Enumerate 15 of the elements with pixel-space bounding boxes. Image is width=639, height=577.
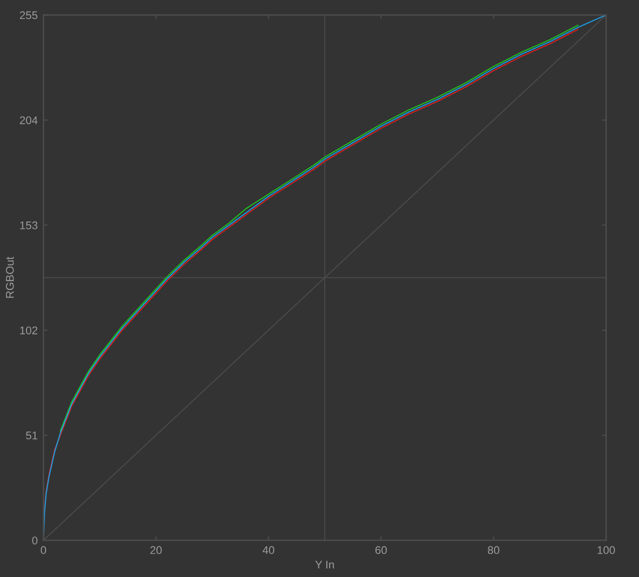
x-tick-label: 100 <box>598 546 615 554</box>
y-tick-label: 0 <box>32 536 38 544</box>
x-tick-label: 40 <box>262 546 274 554</box>
y-tick-label: 153 <box>20 221 38 230</box>
x-axis-title: Y In <box>315 560 334 568</box>
x-tick-label: 80 <box>488 546 500 554</box>
x-tick-label: 0 <box>40 546 46 554</box>
y-tick-label: 102 <box>20 326 38 334</box>
y-tick-label: 255 <box>20 11 38 20</box>
y-tick-label: 51 <box>26 432 38 440</box>
y-tick-label: 204 <box>20 116 38 124</box>
line-series <box>60 24 579 432</box>
y-axis-title: RGBOut <box>6 256 14 298</box>
x-tick-label: 60 <box>375 546 387 554</box>
x-tick-label: 20 <box>150 546 162 554</box>
